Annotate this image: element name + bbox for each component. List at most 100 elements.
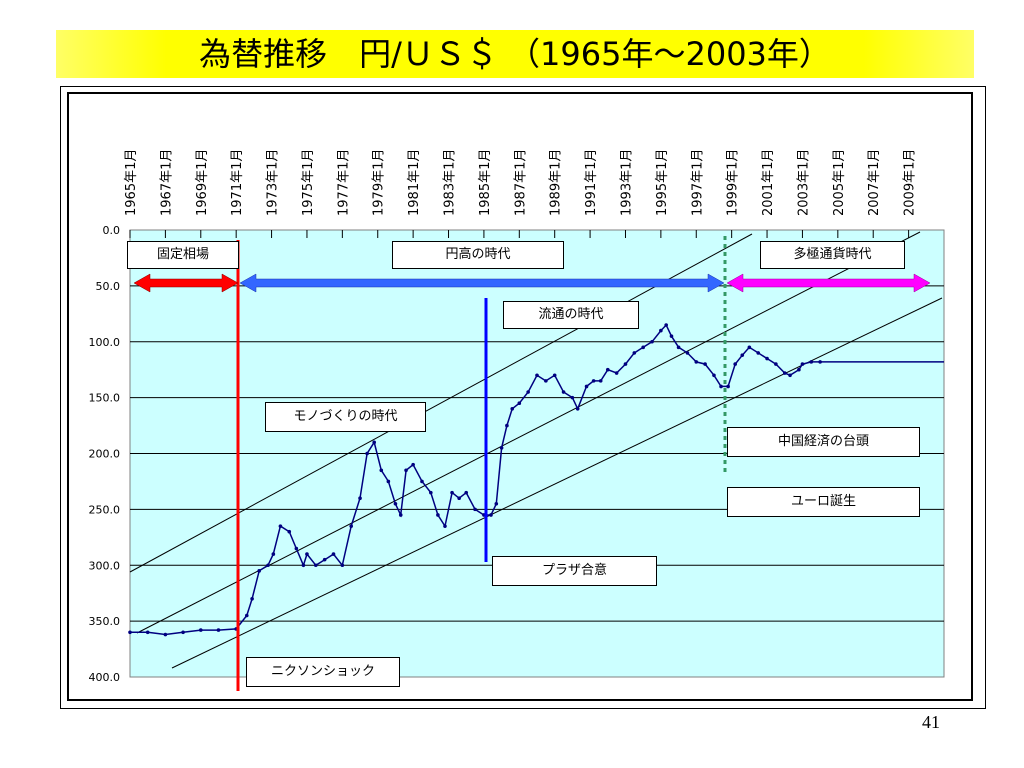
data-point [694,360,699,364]
x-tick-label: 1993年1月 [619,149,634,216]
data-point [544,379,548,383]
annotation-fixed-rate: 固定相場 [127,241,239,269]
series-polyline [130,323,944,636]
data-point [294,546,299,551]
trend-line-lower [171,297,943,669]
data-point [287,529,292,534]
title-bar: 為替推移 円/ＵＳ＄ （1965年～2003年） [56,30,974,78]
x-tick-label: 1999年1月 [726,149,741,216]
data-point [404,468,408,473]
x-tick-label: 1965年1月 [124,149,139,216]
data-point [163,632,168,637]
data-point [669,334,674,338]
data-point [818,360,822,364]
x-tick-label: 1969年1月 [195,149,210,216]
data-point [782,371,787,375]
annotation-monozukuri-era: モノづくりの時代 [265,402,426,432]
data-point [301,563,306,568]
x-tick-label: 1977年1月 [336,149,351,216]
y-tick-label: 350.0 [89,615,121,628]
x-tick-label: 1985年1月 [478,149,493,216]
data-point [372,440,377,445]
data-point [605,367,610,372]
data-point [623,362,628,366]
data-point [510,407,515,411]
data-point [499,446,504,450]
x-tick-label: 1995年1月 [655,149,670,216]
data-point [436,513,440,517]
data-point [598,379,603,383]
x-tick-label: 1975年1月 [301,149,316,216]
data-point [632,351,637,355]
y-tick-label: 200.0 [89,448,121,461]
y-axis-labels: 0.0 50.0 100.0 150.0 200.0 250.0 300.0 350.0 400… [89,224,121,684]
data-point [379,468,384,473]
data-point [473,507,477,512]
data-point [386,479,391,484]
x-tick-marks [129,230,910,238]
high-yen-arrow [239,273,725,293]
data-point [489,513,493,517]
data-point [800,362,805,366]
data-point [393,501,398,506]
data-point [809,360,814,364]
annotation-high-yen-era: 円高の時代 [392,241,564,269]
data-point [266,563,270,568]
x-axis-labels: 1965年1月 1967年1月 1969年1月 1971年1月 1973年1月 1975年… [124,149,918,216]
data-point [747,345,752,350]
x-tick-label: 1983年1月 [443,149,458,216]
data-point [322,557,327,562]
data-point [443,524,447,528]
data-point [340,563,345,568]
data-point [216,628,221,632]
data-point [331,552,336,556]
annotation-euro-birth: ユーロ誕生 [727,487,920,517]
x-tick-label: 2007年1月 [867,149,882,216]
data-point [774,362,778,366]
data-point [650,339,654,344]
data-point [614,371,619,375]
data-point [733,362,737,366]
x-tick-label: 1979年1月 [372,149,387,216]
y-tick-label: 400.0 [89,671,121,684]
x-tick-label: 2005年1月 [832,149,847,216]
x-tick-label: 1967年1月 [159,149,174,216]
y-tick-label: 100.0 [89,336,121,349]
data-point [575,407,580,411]
data-point [641,345,645,350]
page-title: 為替推移 円/ＵＳ＄ （1965年～2003年） [199,35,831,73]
data-point [494,501,499,506]
trend-line-upper [129,233,753,573]
data-point [788,373,792,378]
multi-currency-arrow [726,273,931,293]
data-point [740,353,745,357]
data-point [358,496,362,501]
series-line [130,323,944,636]
data-point [365,451,369,456]
data-point [450,490,454,495]
data-point [420,479,424,484]
x-tick-label: 2001年1月 [761,149,776,216]
data-point [198,628,203,632]
data-point [659,328,663,333]
data-point [250,596,254,601]
data-point [664,323,668,327]
data-point [765,356,769,361]
x-tick-label: 1987年1月 [513,149,528,216]
data-point [349,524,353,528]
x-tick-label: 1973年1月 [266,149,281,216]
y-tick-label: 250.0 [89,503,121,516]
data-point [181,630,185,635]
data-point [535,373,539,378]
x-tick-label: 2009年1月 [903,149,918,216]
data-point [591,379,596,383]
data-point [244,613,249,618]
x-tick-label: 1997年1月 [690,149,705,216]
data-point [398,513,403,517]
data-point [429,490,433,495]
y-tick-label: 300.0 [89,559,121,572]
x-tick-label: 1991年1月 [584,149,599,216]
annotation-multi-currency-era: 多極通貨時代 [760,241,905,269]
data-point [278,524,283,528]
